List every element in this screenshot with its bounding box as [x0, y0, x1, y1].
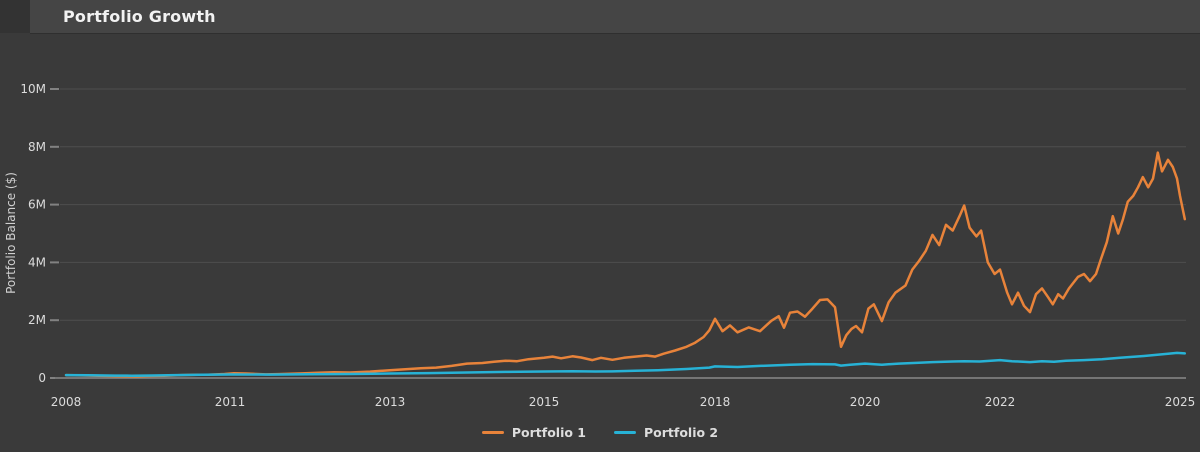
y-axis-label: 6M	[28, 198, 46, 212]
y-axis-label: 10M	[20, 82, 46, 96]
x-axis-label: 2015	[529, 395, 560, 409]
x-axis-label: 2018	[700, 395, 731, 409]
legend-item-portfolio-2[interactable]: Portfolio 2	[614, 425, 718, 440]
gridlines	[60, 88, 1186, 321]
x-axis-label: 2008	[51, 395, 82, 409]
legend-item-portfolio-1[interactable]: Portfolio 1	[481, 425, 586, 440]
portfolio-2-line-swatch	[614, 431, 636, 434]
header-bar: Portfolio Growth	[30, 0, 1200, 34]
series-line-portfolio-2[interactable]	[64, 351, 1187, 377]
y-axis-label: 8M	[28, 140, 46, 154]
x-axis-label: 2022	[985, 395, 1016, 409]
y-axis-title: Portfolio Balance ($)	[4, 172, 18, 294]
x-axis-label: 2013	[375, 395, 406, 409]
series-lines	[64, 151, 1187, 378]
x-axis-label: 2020	[850, 395, 881, 409]
x-axis-label: 2011	[215, 395, 246, 409]
series-line-portfolio-1[interactable]	[64, 151, 1187, 378]
chart-legend: Portfolio 1 Portfolio 2	[0, 425, 1200, 440]
axis-ticks-and-labels: 0 2M 4M 6M 8M 10M 2008 2011 2013 2015 2018 2020 2022…	[20, 82, 1195, 409]
page-title: Portfolio Growth	[63, 7, 216, 26]
y-axis-label: 4M	[28, 255, 46, 269]
header-left-inset	[0, 0, 30, 33]
legend-label: Portfolio 2	[644, 425, 719, 440]
y-axis-label: 2M	[28, 313, 46, 327]
header: Portfolio Growth	[0, 0, 1200, 34]
legend-label: Portfolio 1	[511, 425, 586, 440]
y-axis-label: 0	[38, 371, 46, 385]
x-axis-label: 2025	[1165, 395, 1196, 409]
portfolio-1-line-swatch	[481, 431, 504, 434]
